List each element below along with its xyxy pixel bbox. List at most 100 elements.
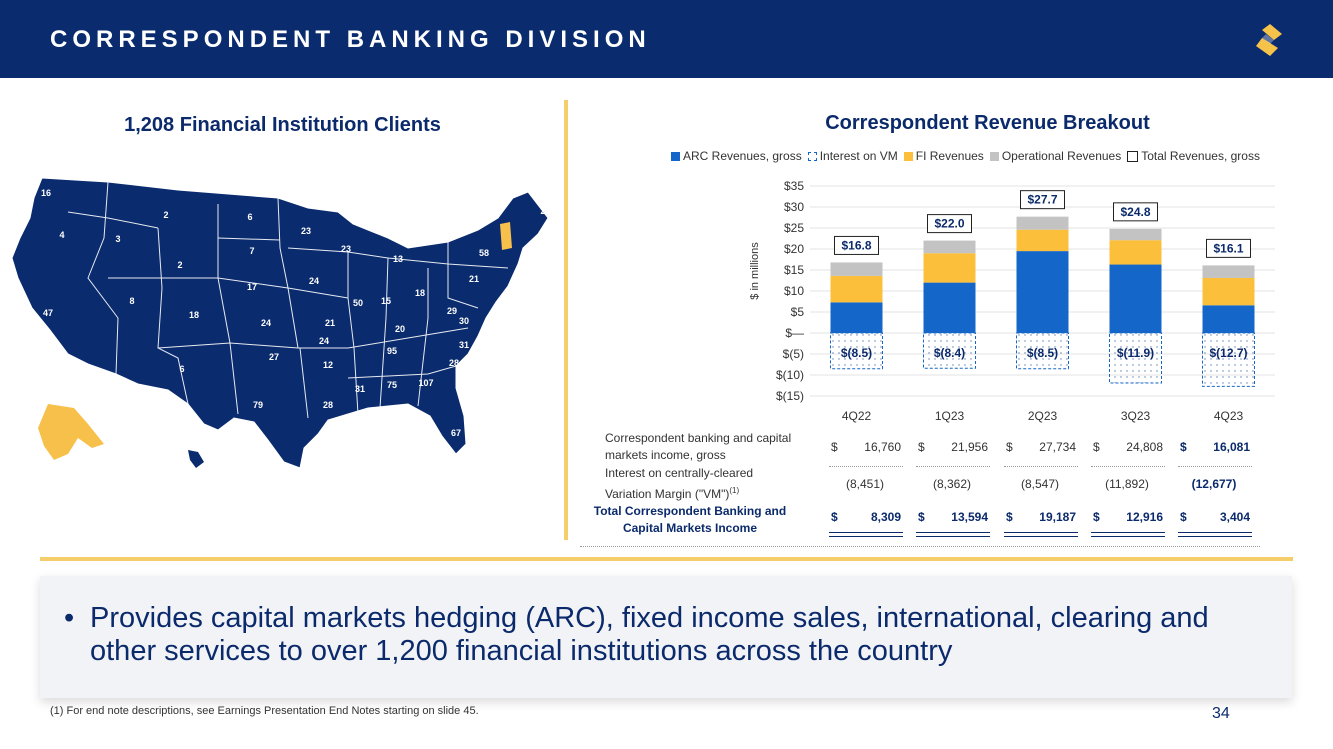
y-tick-label: $(10) [776,368,804,382]
table-cell: $24,808 [1093,440,1163,454]
map-count-label: 58 [479,248,489,258]
row-label-total: Total Correspondent Banking and Capital … [593,504,787,535]
total-underline [829,536,903,537]
map-count-label: 2 [163,210,168,220]
currency-symbol: $ [1180,510,1187,524]
cell-value: 3,404 [1219,510,1250,524]
bar-vm [1109,332,1162,384]
map-count-label: 6 [179,364,184,374]
currency-symbol: $ [831,440,838,454]
summary-panel: • Provides capital markets hedging (ARC)… [40,576,1292,698]
total-underline [1091,536,1165,537]
map-count-label: 50 [353,298,363,308]
total-label-box [927,214,972,234]
total-data-label: $27.7 [1027,193,1057,207]
y-tick-label: $10 [784,284,804,298]
map-count-label: 47 [43,308,53,318]
map-count-label: 16 [41,188,51,198]
horizontal-divider [40,557,1293,561]
bullet-marker: • [64,602,75,634]
map-count-label: 2 [177,260,182,270]
highlighted-state-vt [500,222,512,250]
map-count-label: 23 [341,244,351,254]
map-count-label: 24 [261,318,271,328]
bar-arc [923,282,976,333]
map-count-label: 67 [451,428,461,438]
table-cell: (8,547) [1020,477,1060,491]
revenue-bar-chart: $ in millions $35 $30 $25 $20 $15 $10 $5 $— $(5) $… [749,179,1275,423]
table-cell: $3,404 [1180,510,1250,524]
bar-fi [1109,240,1162,265]
map-count-label: 13 [209,442,219,452]
currency-symbol: $ [1006,440,1013,454]
map-count-label: 23 [301,226,311,236]
legend-swatch-vm [807,151,817,161]
table-cell: $21,956 [918,440,988,454]
total-underline [1178,532,1252,533]
bar-arc [1202,305,1255,333]
map-title: 1,208 Financial Institution Clients [124,114,441,136]
vm-data-label: $(12.7) [1209,346,1247,360]
map-count-label: 27 [269,352,279,362]
table-cell: (11,892) [1105,477,1149,491]
cell-value: 21,956 [951,440,988,454]
map-count-label: 24 [319,336,329,346]
table-cell: (8,451) [845,477,885,491]
x-category-label: 3Q23 [1121,409,1151,423]
page-number: 34 [1212,705,1230,722]
map-count-label: 29 [447,306,457,316]
table-bottom-rule [580,546,1260,547]
footnote: (1) For end note descriptions, see Earni… [50,705,479,717]
cell-value: 8,309 [870,510,901,524]
bar-operational [1016,216,1069,230]
table-cell: $12,916 [1093,510,1163,524]
legend-swatch-arc [671,151,680,161]
bar-fi [1016,229,1069,252]
table-cell: $13,594 [918,510,988,524]
cell-value: 16,760 [864,440,901,454]
table-cell: $19,187 [1006,510,1076,524]
map-count-label: 3 [115,234,120,244]
map-count-label: 4 [59,230,64,240]
map-count-label: 75 [387,380,397,390]
row-separator [829,466,903,467]
currency-symbol: $ [1006,510,1013,524]
bar-arc [1016,251,1069,333]
map-count-label: 28 [449,358,459,368]
x-category-label: 4Q23 [1214,409,1244,423]
currency-symbol: $ [1093,510,1100,524]
legend-item-fi: FI Revenues [903,149,984,163]
bar-fi [923,253,976,283]
footnote-ref: (1) [729,486,740,495]
legend-swatch-total [1127,150,1139,162]
map-count-label: 1 [527,266,532,276]
currency-symbol: $ [1093,440,1100,454]
total-label-box [834,235,879,255]
y-tick-label: $5 [791,305,805,319]
legend-label-vm: Interest on VM [819,149,898,163]
header-bar: CORRESPONDENT BANKING DIVISION [0,0,1333,78]
currency-symbol: $ [918,510,925,524]
bar-operational [830,262,883,276]
total-underline [1004,536,1078,537]
map-count-label: 30 [459,316,469,326]
y-tick-label: $— [785,326,804,340]
bar-arc [1109,264,1162,333]
row-label-vm: Interest on centrally-cleared Variation … [605,465,795,503]
table-cell: $8,309 [831,510,901,524]
page-title: CORRESPONDENT BANKING DIVISION [50,26,651,53]
map-count-label: 6 [247,212,252,222]
total-label-box [1113,202,1158,222]
chart-legend: ARC Revenues, gross Interest on VM FI Re… [671,148,1266,164]
cell-value: 13,594 [951,510,988,524]
vertical-divider [564,100,568,540]
bar-arc [830,302,883,333]
legend-swatch-op [989,151,999,161]
map-count-label: 15 [381,296,391,306]
y-tick-label: $(15) [776,389,804,403]
y-tick-label: $(5) [783,347,804,361]
map-count-label: 7 [531,270,536,280]
total-data-label: $16.1 [1213,241,1243,255]
map-count-label: 18 [189,310,199,320]
